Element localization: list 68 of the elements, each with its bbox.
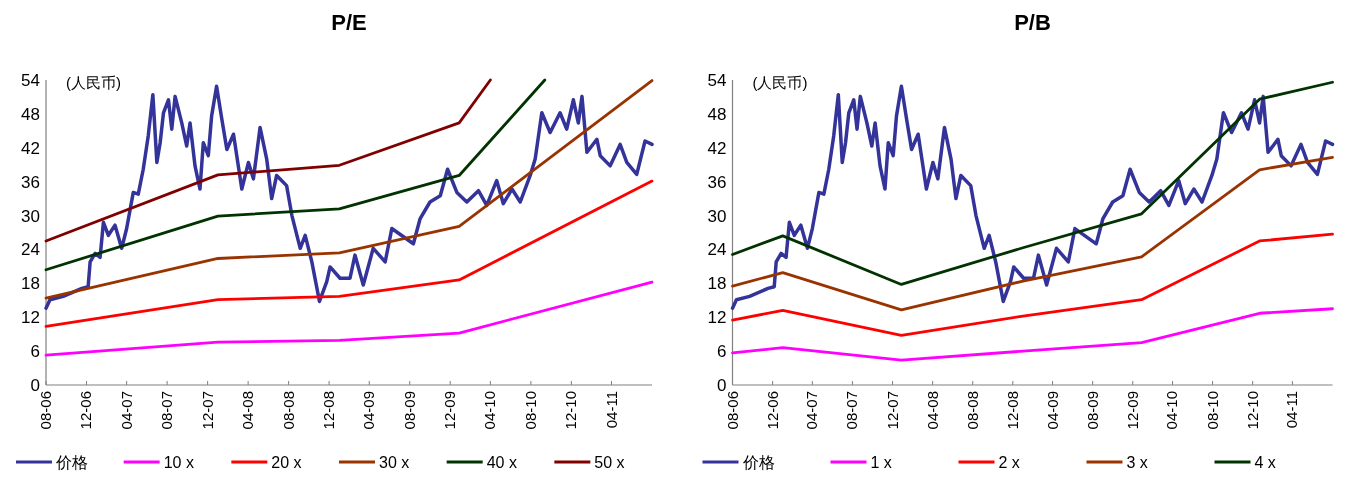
x-tick-label: 04-08 xyxy=(239,391,257,430)
x-tick-label: 12-09 xyxy=(441,391,459,430)
x-tick-label: 12-10 xyxy=(1243,391,1261,430)
x-tick-label: 04-11 xyxy=(602,391,620,429)
x-tick-label: 12-10 xyxy=(562,391,580,430)
y-tick-label: 36 xyxy=(21,172,40,192)
line-series xyxy=(731,155,1334,312)
y-tick-label: 12 xyxy=(21,308,40,328)
x-tick-label: 04-09 xyxy=(360,391,378,430)
x-tick-label: 04-08 xyxy=(923,391,941,430)
legend-label: 20 x xyxy=(271,454,302,471)
legend-label: 价格 xyxy=(741,454,775,471)
y-tick-label: 42 xyxy=(707,138,727,158)
x-tick-label: 08-09 xyxy=(1083,391,1101,430)
annotation: (人民币) xyxy=(752,74,808,91)
y-tick-label: 30 xyxy=(21,206,40,226)
chart-title: P/E xyxy=(331,10,367,35)
line-series xyxy=(731,232,1334,337)
x-tick-label: 08-08 xyxy=(963,391,981,430)
x-tick-label: 08-07 xyxy=(158,391,176,430)
x-tick-label: 04-09 xyxy=(1043,391,1061,430)
legend-label: 4 x xyxy=(1254,454,1276,471)
y-tick-label: 48 xyxy=(21,104,40,124)
x-tick-label: 12-08 xyxy=(1003,391,1021,430)
legend-label: 10 x xyxy=(163,454,194,471)
x-tick-label: 08-07 xyxy=(843,391,861,430)
y-tick-label: 54 xyxy=(21,71,40,90)
y-tick-label: 0 xyxy=(30,376,40,395)
x-tick-label: 08-09 xyxy=(400,391,418,430)
x-tick-label: 12-08 xyxy=(320,391,338,430)
line-series xyxy=(44,280,654,357)
legend-label: 价格 xyxy=(55,454,88,471)
x-tick-label: 08-10 xyxy=(1203,391,1221,430)
x-tick-label: 12-07 xyxy=(198,391,216,430)
y-tick-label: 18 xyxy=(21,274,40,294)
y-tick-label: 6 xyxy=(717,342,727,362)
x-tick-label: 04-10 xyxy=(1163,391,1181,430)
legend-label: 3 x xyxy=(1126,454,1148,471)
y-tick-label: 36 xyxy=(707,172,727,192)
x-tick-label: 12-07 xyxy=(883,391,901,430)
y-tick-label: 18 xyxy=(707,274,727,294)
line-series xyxy=(44,179,654,328)
y-tick-label: 54 xyxy=(707,71,727,90)
x-tick-label: 12-06 xyxy=(77,391,95,430)
chart-title: P/B xyxy=(1014,10,1051,35)
y-tick-label: 12 xyxy=(707,308,727,328)
y-tick-label: 30 xyxy=(707,206,727,226)
x-tick-label: 08-10 xyxy=(521,391,539,430)
x-tick-label: 04-10 xyxy=(481,391,499,430)
legend-label: 1 x xyxy=(870,454,892,471)
x-tick-label: 04-11 xyxy=(1283,391,1301,429)
annotation: (人民币) xyxy=(66,74,121,91)
y-tick-label: 42 xyxy=(21,138,40,158)
x-tick-label: 08-06 xyxy=(37,391,54,430)
legend-label: 40 x xyxy=(486,454,517,471)
y-tick-label: 48 xyxy=(707,104,727,124)
x-tick-label: 04-07 xyxy=(117,391,135,430)
legend-label: 30 x xyxy=(379,454,410,471)
x-tick-label: 12-06 xyxy=(763,391,781,430)
legend-label: 50 x xyxy=(594,454,625,471)
x-tick-label: 08-08 xyxy=(279,391,297,430)
x-tick-label: 04-07 xyxy=(803,391,821,430)
x-tick-label: 12-09 xyxy=(1123,391,1141,430)
y-tick-label: 24 xyxy=(21,240,40,260)
line-series xyxy=(731,307,1334,362)
y-tick-label: 24 xyxy=(707,240,727,260)
legend-label: 2 x xyxy=(998,454,1020,471)
y-tick-label: 6 xyxy=(30,342,40,362)
